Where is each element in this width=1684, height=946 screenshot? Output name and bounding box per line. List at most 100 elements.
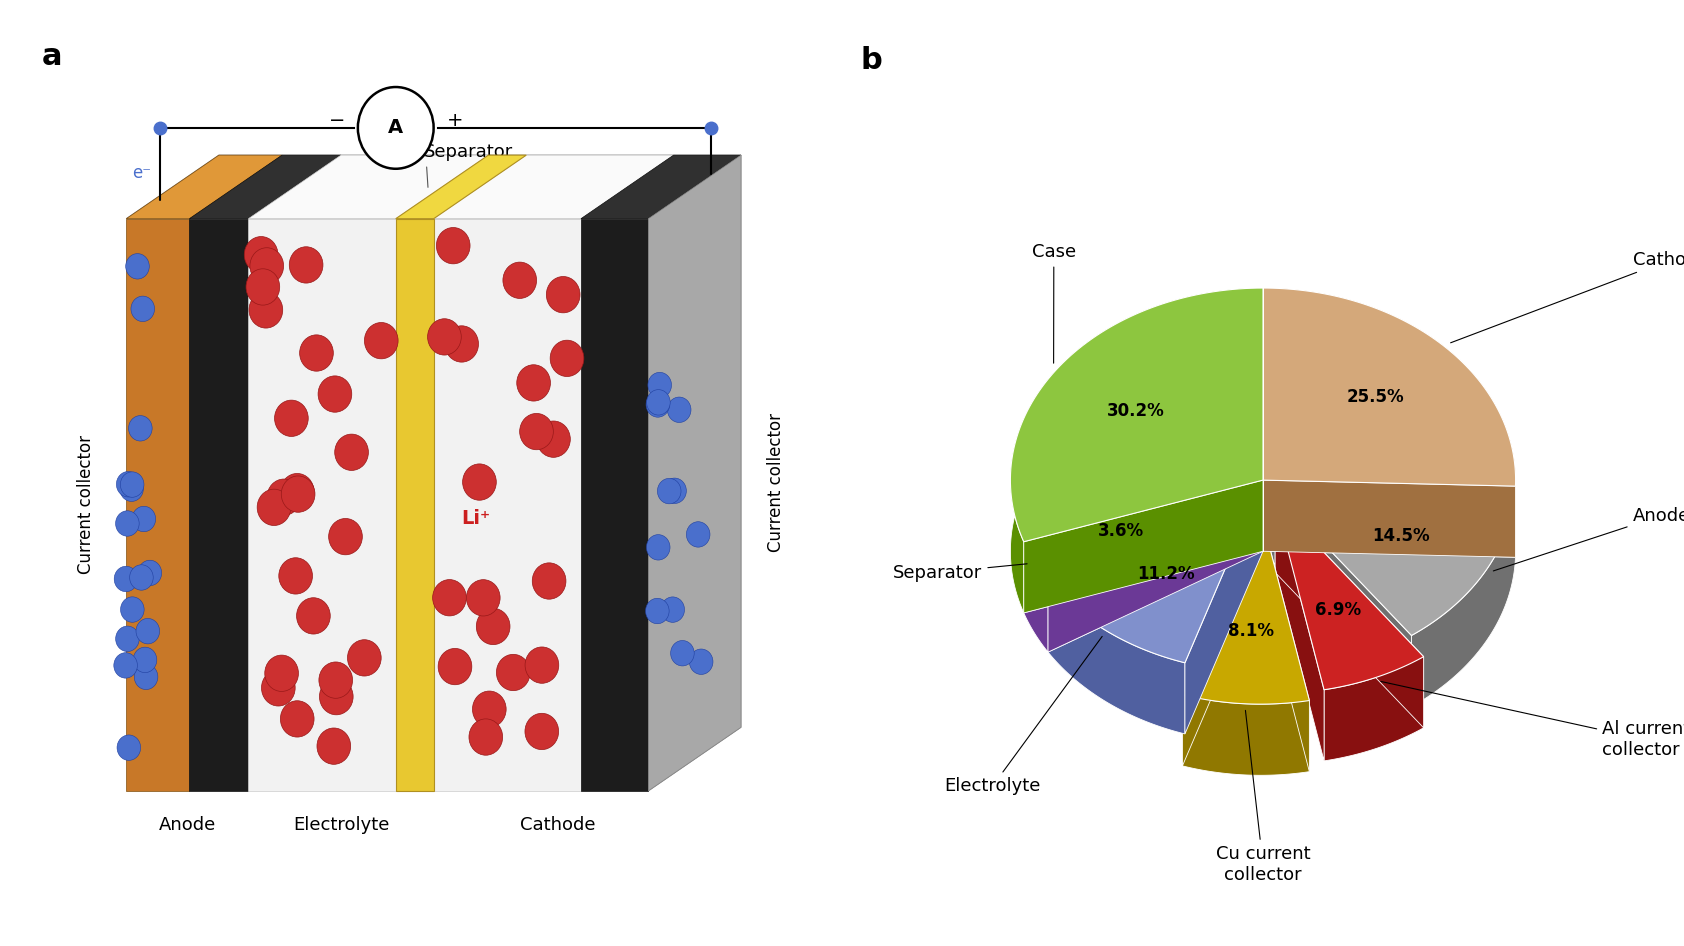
Polygon shape bbox=[189, 155, 340, 219]
Circle shape bbox=[687, 521, 711, 547]
Polygon shape bbox=[1275, 501, 1423, 690]
Polygon shape bbox=[1263, 481, 1411, 707]
Circle shape bbox=[120, 476, 143, 501]
Circle shape bbox=[468, 719, 502, 755]
Circle shape bbox=[116, 511, 140, 536]
Polygon shape bbox=[1047, 481, 1263, 663]
Text: Cu current
collector: Cu current collector bbox=[1216, 710, 1310, 884]
Circle shape bbox=[473, 691, 507, 727]
Text: −: − bbox=[328, 111, 345, 131]
Circle shape bbox=[318, 662, 352, 698]
Circle shape bbox=[318, 376, 352, 412]
Circle shape bbox=[136, 619, 160, 644]
Circle shape bbox=[504, 262, 537, 298]
Circle shape bbox=[274, 400, 308, 436]
Circle shape bbox=[525, 713, 559, 749]
Polygon shape bbox=[434, 219, 581, 791]
Circle shape bbox=[138, 560, 162, 586]
Circle shape bbox=[648, 373, 672, 398]
Polygon shape bbox=[1024, 481, 1263, 613]
Circle shape bbox=[670, 640, 694, 666]
Circle shape bbox=[249, 291, 283, 328]
Circle shape bbox=[268, 479, 301, 516]
Polygon shape bbox=[126, 219, 189, 791]
Circle shape bbox=[118, 735, 141, 761]
Circle shape bbox=[364, 323, 397, 359]
Circle shape bbox=[261, 670, 295, 706]
Polygon shape bbox=[1411, 486, 1516, 707]
Circle shape bbox=[438, 648, 472, 685]
Polygon shape bbox=[1010, 288, 1263, 613]
Circle shape bbox=[537, 421, 571, 457]
Polygon shape bbox=[396, 219, 434, 791]
Circle shape bbox=[133, 647, 157, 673]
Polygon shape bbox=[126, 155, 741, 219]
Circle shape bbox=[116, 471, 140, 497]
Text: Current collector: Current collector bbox=[768, 413, 785, 552]
Circle shape bbox=[130, 565, 153, 590]
Text: +: + bbox=[446, 111, 463, 131]
Circle shape bbox=[428, 319, 461, 355]
Polygon shape bbox=[1275, 501, 1423, 727]
Circle shape bbox=[359, 87, 434, 168]
Polygon shape bbox=[1182, 512, 1310, 704]
Text: 3.6%: 3.6% bbox=[1098, 522, 1145, 540]
Circle shape bbox=[120, 472, 143, 498]
Text: b: b bbox=[861, 46, 882, 75]
Polygon shape bbox=[648, 155, 741, 791]
Circle shape bbox=[246, 269, 280, 306]
Circle shape bbox=[300, 335, 333, 371]
Text: Case: Case bbox=[1032, 243, 1076, 363]
Circle shape bbox=[463, 464, 497, 500]
Circle shape bbox=[347, 639, 381, 676]
Polygon shape bbox=[1263, 481, 1516, 557]
Circle shape bbox=[296, 598, 330, 634]
Polygon shape bbox=[396, 155, 527, 219]
Circle shape bbox=[281, 476, 315, 513]
Polygon shape bbox=[1263, 481, 1516, 557]
Polygon shape bbox=[1263, 481, 1516, 636]
Circle shape bbox=[116, 626, 140, 652]
Polygon shape bbox=[1047, 481, 1263, 652]
Polygon shape bbox=[1324, 657, 1423, 761]
Circle shape bbox=[135, 664, 158, 690]
Circle shape bbox=[328, 518, 362, 554]
Circle shape bbox=[645, 598, 669, 623]
Circle shape bbox=[517, 365, 551, 401]
Polygon shape bbox=[1024, 542, 1047, 652]
Text: Cathode: Cathode bbox=[520, 816, 596, 834]
Polygon shape bbox=[1275, 501, 1324, 761]
Circle shape bbox=[126, 254, 150, 279]
Circle shape bbox=[647, 534, 670, 560]
Polygon shape bbox=[1182, 512, 1261, 766]
Text: A: A bbox=[389, 118, 402, 137]
Circle shape bbox=[647, 390, 670, 415]
Polygon shape bbox=[1186, 481, 1263, 734]
Polygon shape bbox=[126, 155, 283, 219]
Circle shape bbox=[445, 325, 478, 362]
Circle shape bbox=[121, 597, 145, 622]
Text: Current collector: Current collector bbox=[77, 435, 94, 574]
Polygon shape bbox=[1263, 288, 1516, 557]
Circle shape bbox=[115, 653, 138, 678]
Polygon shape bbox=[581, 155, 741, 219]
Polygon shape bbox=[581, 219, 648, 791]
Circle shape bbox=[115, 567, 138, 591]
Text: 30.2%: 30.2% bbox=[1106, 402, 1165, 420]
Circle shape bbox=[647, 392, 670, 417]
Circle shape bbox=[258, 489, 291, 526]
Circle shape bbox=[244, 236, 278, 272]
Circle shape bbox=[525, 647, 559, 683]
Polygon shape bbox=[1182, 694, 1310, 776]
Circle shape bbox=[660, 597, 684, 622]
Polygon shape bbox=[1047, 481, 1263, 652]
Circle shape bbox=[131, 296, 155, 322]
Circle shape bbox=[657, 479, 680, 504]
Text: Separator: Separator bbox=[424, 143, 514, 161]
Circle shape bbox=[667, 397, 690, 423]
Circle shape bbox=[280, 701, 313, 737]
Circle shape bbox=[551, 341, 584, 377]
Circle shape bbox=[689, 649, 712, 674]
Text: a: a bbox=[42, 42, 62, 71]
Polygon shape bbox=[1024, 481, 1263, 581]
